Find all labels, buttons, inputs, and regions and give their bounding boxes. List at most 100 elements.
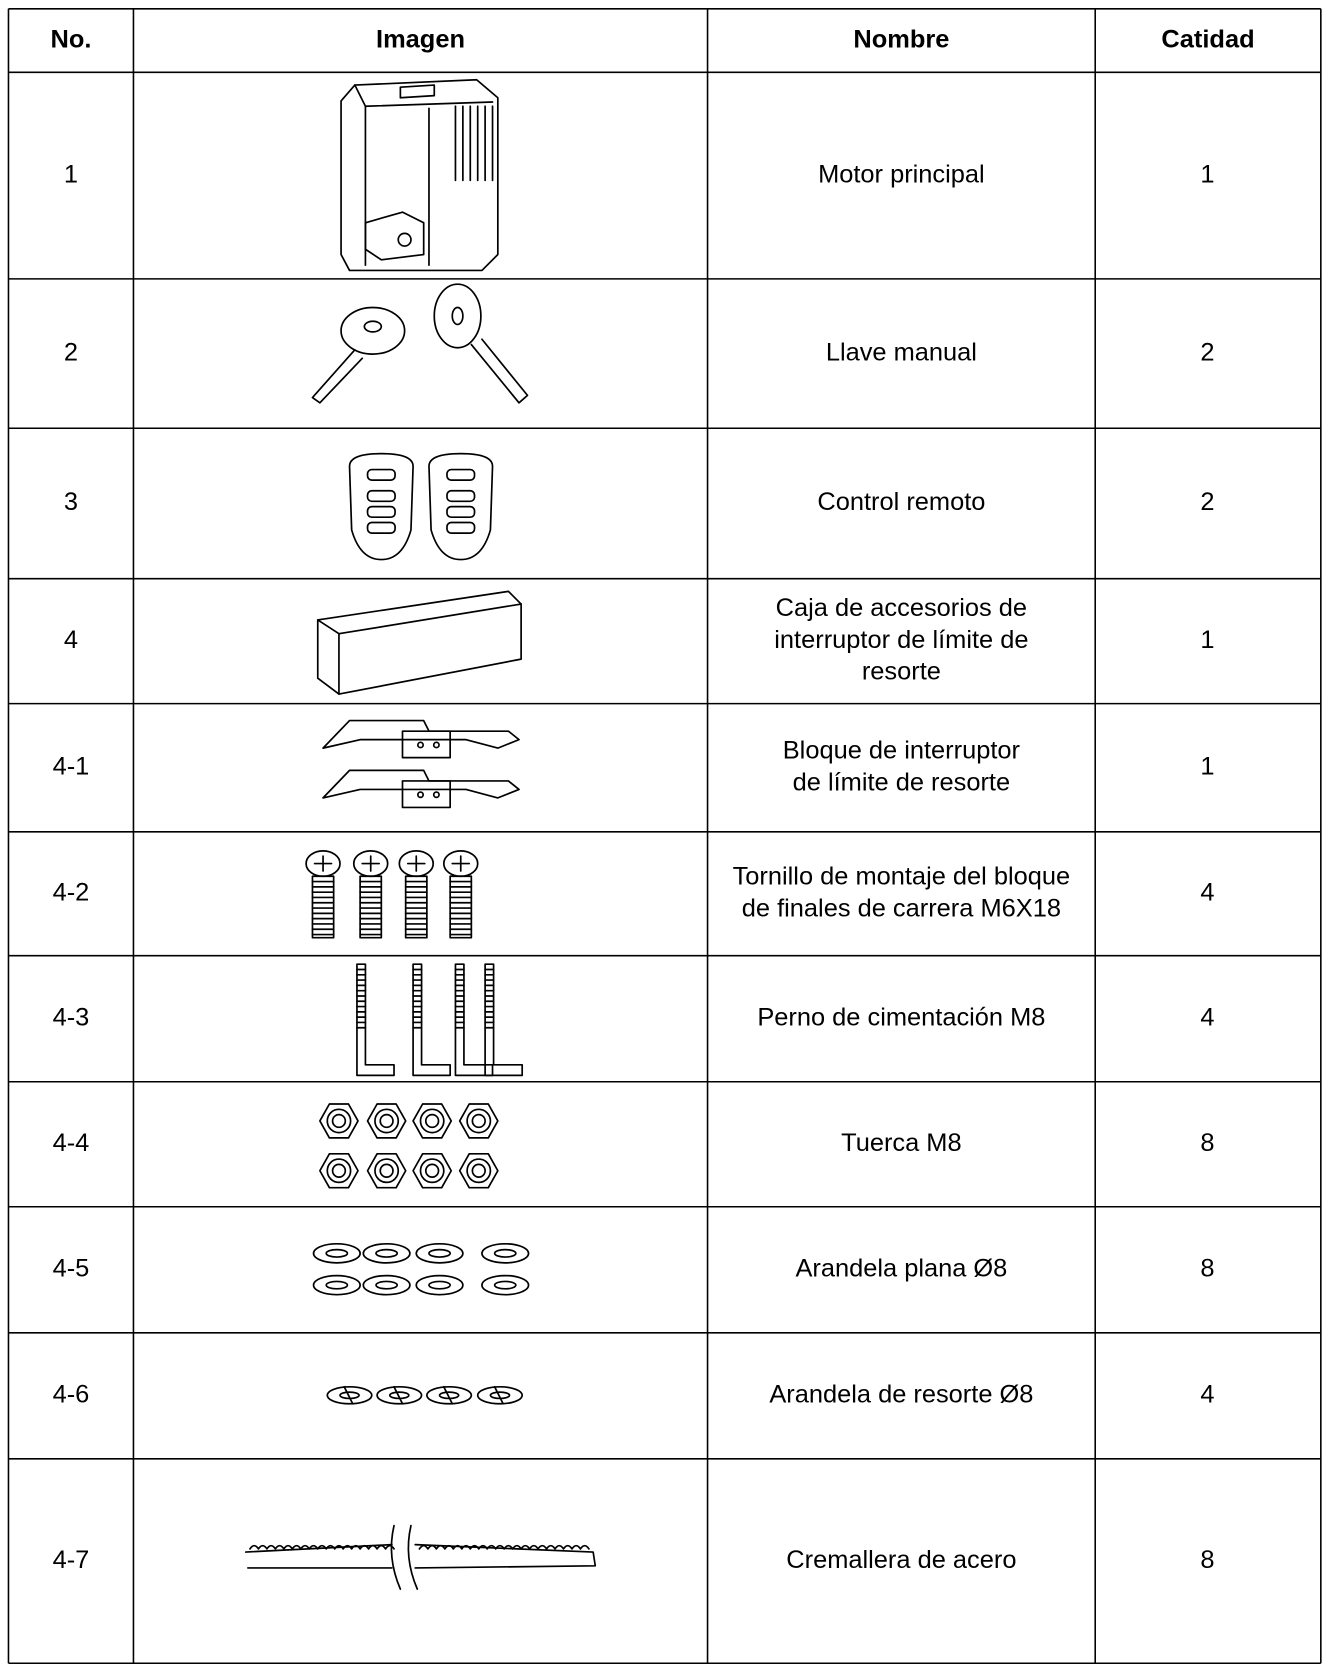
- item-name: interruptor de límite de: [774, 626, 1028, 654]
- item-name: Perno de cimentación M8: [757, 1003, 1045, 1031]
- drawing-stroke: [428, 1248, 452, 1258]
- drawing-stroke: [364, 211, 425, 261]
- item-quantity: 2: [1200, 338, 1214, 366]
- drawing-stroke: [359, 875, 383, 939]
- nut: [366, 1103, 407, 1139]
- item-quantity: 4: [1200, 1003, 1214, 1031]
- item-number: 4-5: [53, 1254, 90, 1282]
- item-number: 4-1: [53, 752, 90, 780]
- item-quantity: 2: [1200, 488, 1214, 516]
- drawing-stroke: [451, 855, 471, 872]
- drawing-stroke: [493, 1385, 504, 1405]
- item-name: Arandela de resorte Ø8: [769, 1381, 1033, 1409]
- drawing-stroke: [249, 1544, 395, 1550]
- item-quantity: 8: [1200, 1546, 1214, 1574]
- drawing-stroke: [476, 1385, 524, 1405]
- item-quantity: 1: [1200, 160, 1214, 188]
- item-number: 4-7: [53, 1546, 90, 1574]
- remote: [348, 452, 414, 561]
- item-number: 3: [64, 488, 78, 516]
- drawing-stroke: [446, 489, 476, 503]
- drawing-stroke: [466, 1158, 492, 1184]
- drawing-stroke: [397, 232, 412, 247]
- drawing-stroke: [401, 730, 452, 759]
- drawing-stroke: [406, 855, 426, 872]
- column-header: No.: [50, 25, 91, 53]
- drawing-stroke: [326, 1108, 352, 1134]
- item-name: Control remoto: [817, 488, 985, 516]
- item-quantity: 8: [1200, 1254, 1214, 1282]
- item-quantity: 1: [1200, 752, 1214, 780]
- drawing-stroke: [471, 1113, 486, 1129]
- drawing-stroke: [424, 1113, 440, 1129]
- item-quantity: 4: [1200, 1381, 1214, 1409]
- drawing-stroke: [362, 1242, 411, 1264]
- column-header: Catidad: [1161, 25, 1254, 53]
- item-name: resorte: [862, 658, 941, 686]
- item-number: 2: [64, 338, 78, 366]
- drawing-stroke: [449, 875, 473, 939]
- drawing-stroke: [312, 1242, 361, 1264]
- drawing-stroke: [424, 1163, 440, 1178]
- item-number: 4-3: [53, 1003, 90, 1031]
- drawing-stroke: [326, 1158, 352, 1184]
- drawing-stroke: [446, 468, 476, 481]
- drawing-stroke: [362, 1274, 411, 1296]
- drawing-stroke: [390, 1524, 402, 1590]
- drawing-stroke: [379, 1113, 394, 1129]
- bracket: [322, 769, 520, 799]
- nut: [319, 1103, 359, 1139]
- drawing-stroke: [325, 1248, 349, 1258]
- drawing-stroke: [363, 320, 383, 333]
- item-name: de finales de carrera M6X18: [742, 894, 1061, 922]
- drawing-stroke: [419, 1108, 445, 1134]
- drawing-stroke: [428, 1280, 452, 1290]
- drawing-stroke: [401, 780, 452, 809]
- item-name: Arandela plana Ø8: [795, 1254, 1007, 1282]
- drawing-stroke: [361, 855, 381, 872]
- box: [316, 590, 522, 695]
- item-name: Tuerca M8: [841, 1129, 961, 1157]
- drawing-stroke: [311, 875, 335, 939]
- item-name: de límite de resorte: [793, 768, 1010, 796]
- drawing-stroke: [433, 283, 482, 349]
- drawing-stroke: [404, 875, 428, 939]
- drawing-stroke: [446, 521, 476, 534]
- part-drawings: [244, 78, 597, 1590]
- drawing-stroke: [426, 1385, 473, 1405]
- column-header: Imagen: [376, 25, 465, 53]
- drawing-stroke: [432, 791, 440, 799]
- drawing-stroke: [366, 468, 396, 481]
- drawing-stroke: [493, 1280, 517, 1290]
- item-number: 4-6: [53, 1381, 90, 1409]
- item-quantity: 8: [1200, 1129, 1214, 1157]
- drawing-stroke: [366, 505, 396, 519]
- bracket: [322, 719, 520, 749]
- drawing-stroke: [481, 1242, 530, 1264]
- anchor-bolt: [454, 963, 494, 1077]
- nut: [458, 1152, 499, 1189]
- drawing-stroke: [418, 1544, 590, 1550]
- drawing-stroke: [417, 741, 424, 749]
- item-number: 4-4: [53, 1129, 90, 1157]
- drawing-stroke: [340, 306, 406, 355]
- nut: [458, 1103, 499, 1139]
- item-quantity: 4: [1200, 878, 1214, 906]
- drawing-stroke: [326, 1385, 373, 1405]
- drawing-stroke: [466, 1108, 492, 1134]
- drawing-stroke: [375, 1280, 399, 1290]
- drawing-stroke: [442, 1385, 454, 1405]
- drawing-stroke: [393, 1385, 404, 1405]
- drawing-stroke: [481, 1274, 530, 1296]
- drawing-stroke: [374, 1108, 400, 1134]
- drawing-stroke: [366, 489, 396, 503]
- item-name: Motor principal: [818, 160, 985, 188]
- column-header: Nombre: [853, 25, 949, 53]
- drawing-stroke: [471, 1163, 486, 1178]
- remote: [428, 452, 494, 561]
- drawing-stroke: [399, 84, 436, 99]
- drawing-stroke: [325, 1280, 349, 1290]
- drawing-stroke: [417, 791, 424, 799]
